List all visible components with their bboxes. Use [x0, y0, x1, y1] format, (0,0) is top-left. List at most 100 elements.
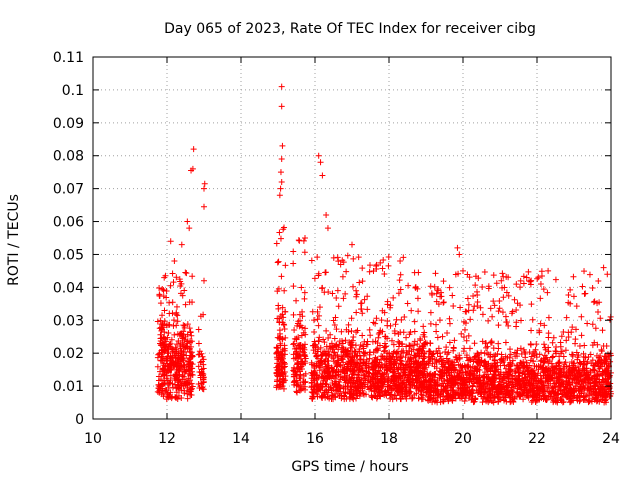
data-point-marker [195, 363, 202, 370]
data-point-marker [324, 225, 331, 232]
data-point-marker [487, 339, 494, 346]
data-point-marker [378, 385, 385, 392]
data-point-marker [282, 262, 289, 269]
data-point-marker [347, 341, 354, 348]
data-point-marker [169, 299, 176, 306]
data-point-marker [560, 328, 567, 335]
data-point-marker [492, 363, 499, 370]
data-point-marker [582, 375, 589, 382]
data-point-marker [397, 271, 404, 278]
data-point-marker [439, 333, 446, 340]
data-point-marker [485, 283, 492, 290]
data-point-marker [183, 270, 190, 277]
data-point-marker [333, 295, 340, 302]
data-point-marker [349, 374, 356, 381]
data-point-marker [534, 387, 541, 394]
data-point-marker [195, 326, 202, 333]
data-point-marker [431, 378, 438, 385]
data-point-marker [195, 340, 202, 347]
data-point-marker [435, 345, 442, 352]
data-point-marker [547, 393, 554, 400]
data-point-marker [571, 375, 578, 382]
data-point-marker [278, 352, 285, 359]
data-point-marker [503, 398, 510, 405]
data-point-marker [186, 225, 193, 232]
data-point-marker [346, 394, 353, 401]
data-point-marker [569, 324, 576, 331]
data-point-marker [347, 384, 354, 391]
data-point-marker [562, 392, 569, 399]
data-point-marker [311, 275, 318, 282]
data-point-marker [552, 348, 559, 355]
data-point-marker [407, 368, 414, 375]
data-point-marker [527, 278, 534, 285]
data-point-marker [495, 394, 502, 401]
data-point-marker [290, 373, 297, 380]
data-point-marker [555, 370, 562, 377]
data-point-marker [332, 383, 339, 390]
data-point-marker [506, 368, 513, 375]
data-point-marker [314, 316, 321, 323]
data-point-marker [290, 311, 297, 318]
data-point-marker [509, 388, 516, 395]
data-point-marker [359, 278, 366, 285]
data-point-marker [334, 353, 341, 360]
data-point-marker [474, 352, 481, 359]
data-point-marker [432, 395, 439, 402]
data-point-marker [199, 353, 206, 360]
data-point-marker [466, 392, 473, 399]
data-point-marker [474, 375, 481, 382]
data-point-marker [465, 301, 472, 308]
data-point-marker [589, 357, 596, 364]
data-point-marker [315, 337, 322, 344]
data-point-marker [478, 349, 485, 356]
data-point-marker [419, 342, 426, 349]
data-point-marker [386, 384, 393, 391]
data-point-marker [464, 295, 471, 302]
data-point-marker [188, 385, 195, 392]
data-point-marker [415, 395, 422, 402]
data-point-marker [159, 380, 166, 387]
data-point-marker [165, 362, 172, 369]
data-point-marker [427, 340, 434, 347]
data-point-marker [321, 339, 328, 346]
data-point-marker [495, 322, 502, 329]
data-point-marker [406, 376, 413, 383]
data-point-marker [489, 313, 496, 320]
data-point-marker [526, 349, 533, 356]
data-point-marker [175, 377, 182, 384]
data-point-marker [280, 226, 287, 233]
data-point-marker [444, 330, 451, 337]
data-point-marker [197, 359, 204, 366]
data-point-marker [310, 317, 317, 324]
data-point-marker [556, 359, 563, 366]
data-point-marker [447, 392, 454, 399]
data-point-marker [391, 392, 398, 399]
data-point-marker [275, 349, 282, 356]
data-point-marker [390, 294, 397, 301]
data-point-marker [378, 353, 385, 360]
data-point-marker [465, 332, 472, 339]
data-point-marker [513, 281, 520, 288]
y-tick-label: 0.11 [53, 50, 84, 66]
data-point-marker [581, 268, 588, 275]
data-point-marker [491, 375, 498, 382]
data-point-marker [301, 249, 308, 256]
data-point-marker [154, 388, 161, 395]
data-point-marker [506, 375, 513, 382]
data-point-marker [169, 384, 176, 391]
data-point-marker [173, 274, 180, 281]
data-point-marker [324, 358, 331, 365]
data-point-marker [581, 342, 588, 349]
data-point-marker [199, 372, 206, 379]
data-point-marker [384, 298, 391, 305]
data-point-marker [572, 374, 579, 381]
data-point-marker [454, 244, 461, 251]
data-point-marker [348, 388, 355, 395]
data-point-marker [592, 325, 599, 332]
data-point-marker [182, 333, 189, 340]
data-point-marker [411, 352, 418, 359]
data-point-marker [366, 386, 373, 393]
data-point-marker [279, 304, 286, 311]
data-point-marker [541, 322, 548, 329]
